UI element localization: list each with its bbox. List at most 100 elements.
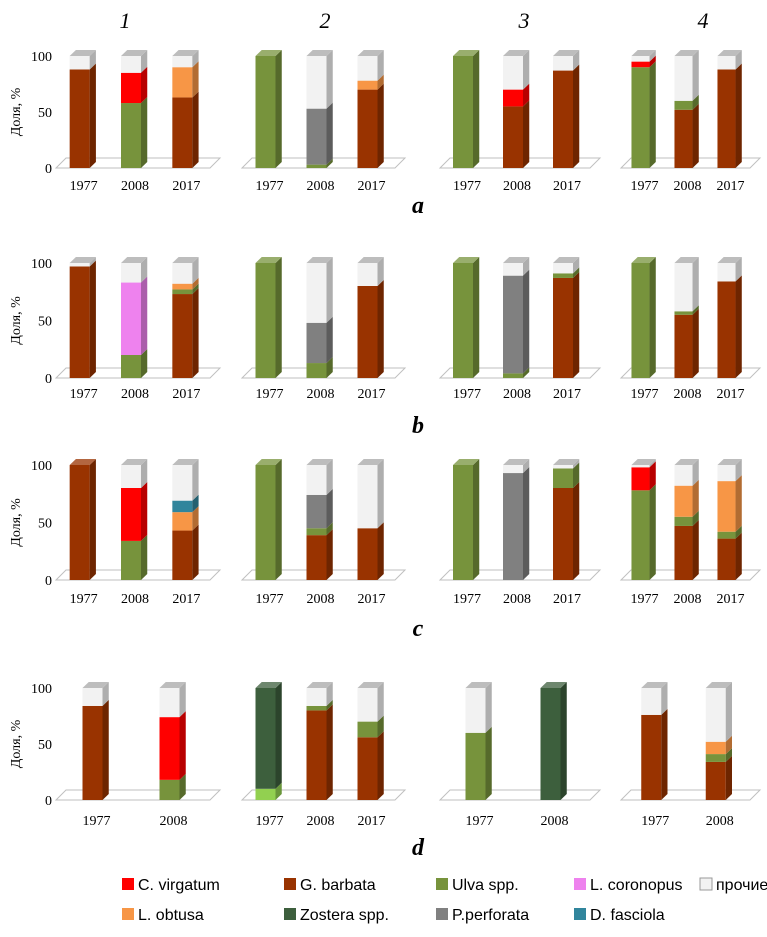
chart-panel-c3: 1977 2008 2017 bbox=[438, 459, 602, 607]
chart-panel-a4: 1977 2008 2017 bbox=[619, 50, 762, 194]
x-tick-label: 1977 bbox=[70, 592, 98, 607]
bar-front bbox=[121, 465, 141, 488]
bar-side bbox=[560, 682, 567, 800]
bar-side bbox=[485, 726, 492, 800]
bar-front bbox=[357, 286, 378, 378]
chart-floor bbox=[438, 367, 602, 379]
bar-front bbox=[357, 737, 378, 800]
bar-front bbox=[172, 500, 193, 513]
legend-swatch bbox=[284, 908, 296, 920]
bar-front bbox=[357, 80, 378, 90]
bar-top bbox=[121, 257, 148, 263]
bar-side bbox=[275, 682, 282, 789]
x-tick-label: 2017 bbox=[553, 387, 581, 402]
bar-side bbox=[377, 50, 384, 81]
bar-side bbox=[192, 288, 199, 378]
bar-front bbox=[172, 512, 193, 531]
bar-segment bbox=[453, 50, 480, 168]
bar-segment bbox=[357, 682, 384, 722]
x-tick-label: 1977 bbox=[83, 814, 111, 829]
bar-front bbox=[255, 56, 276, 168]
bar-side bbox=[649, 461, 656, 491]
x-tick-label: 1977 bbox=[466, 814, 494, 829]
bar-side bbox=[377, 715, 384, 738]
bar-front bbox=[159, 779, 180, 800]
bar-side bbox=[377, 257, 384, 286]
bar-segment bbox=[717, 475, 742, 532]
bar-front bbox=[631, 263, 650, 378]
bar-side bbox=[192, 494, 199, 513]
x-tick-label: 2008 bbox=[121, 592, 149, 607]
bar-segment bbox=[674, 50, 699, 101]
bar-segment bbox=[717, 50, 742, 70]
bar-segment bbox=[255, 257, 282, 378]
bar-front bbox=[121, 540, 141, 580]
bar-front bbox=[357, 528, 378, 580]
bar-segment bbox=[717, 459, 742, 482]
chart-panel-c1: Доля, % 0 50 100 1977 2008 2017 bbox=[9, 459, 222, 607]
bar-side bbox=[377, 459, 384, 529]
column-label: 1 bbox=[120, 8, 131, 33]
bar-front bbox=[121, 488, 141, 541]
bar-segment bbox=[357, 83, 384, 168]
legend-label: L. obtusa bbox=[138, 907, 204, 924]
bar-side bbox=[326, 522, 333, 536]
bar-front bbox=[631, 465, 650, 468]
legend-label: Zostera spp. bbox=[300, 907, 389, 924]
x-tick-label: 2017 bbox=[358, 387, 386, 402]
chart-floor bbox=[240, 789, 407, 801]
bar-front bbox=[172, 289, 193, 295]
bar-front bbox=[121, 56, 141, 73]
bar-segment bbox=[159, 711, 186, 780]
bar-segment bbox=[172, 283, 199, 295]
bar-front bbox=[631, 56, 650, 62]
bar-front bbox=[121, 72, 141, 104]
bar-side bbox=[326, 102, 333, 165]
bar-side bbox=[141, 534, 148, 580]
bar-segment bbox=[453, 459, 480, 580]
bar-front bbox=[172, 294, 193, 378]
bar-segment bbox=[465, 682, 492, 733]
bar-front bbox=[641, 688, 662, 715]
bar-side bbox=[141, 97, 148, 168]
bar-front bbox=[255, 263, 276, 378]
bar-front bbox=[255, 465, 276, 580]
bar-side bbox=[692, 479, 699, 517]
bar-segment bbox=[357, 74, 384, 90]
bar-front bbox=[453, 465, 473, 580]
bar-side bbox=[735, 50, 742, 70]
legend-item-cv: C. virgatum bbox=[122, 877, 220, 894]
bar-side bbox=[326, 699, 333, 711]
bar-front bbox=[717, 531, 736, 539]
bar-side bbox=[573, 482, 580, 580]
x-tick-label: 2008 bbox=[503, 179, 531, 194]
bar-front bbox=[674, 263, 693, 312]
bar-side bbox=[649, 55, 656, 68]
y-axis-label: Доля, % bbox=[9, 498, 24, 547]
x-tick-label: 2017 bbox=[172, 592, 200, 607]
bar-side bbox=[141, 66, 148, 104]
x-tick-label: 2008 bbox=[307, 387, 335, 402]
bar-front bbox=[159, 688, 180, 718]
bar-side bbox=[275, 459, 282, 580]
x-tick-label: 1977 bbox=[453, 592, 481, 607]
bar-top bbox=[159, 682, 186, 688]
row-label: a bbox=[412, 193, 424, 219]
bar-front bbox=[705, 741, 726, 755]
bar-side bbox=[141, 459, 148, 488]
bar-side bbox=[692, 50, 699, 101]
bar-side bbox=[523, 467, 530, 580]
bar-top bbox=[255, 257, 282, 263]
bar-side bbox=[192, 50, 199, 68]
chart-panel-a3: 1977 2008 2017 bbox=[438, 50, 602, 194]
bar-front bbox=[255, 688, 276, 789]
x-tick-label: 2008 bbox=[307, 814, 335, 829]
bar-segment bbox=[705, 755, 732, 800]
bar-segment bbox=[255, 459, 282, 580]
bar-top bbox=[453, 459, 480, 465]
bar-top bbox=[553, 257, 580, 263]
bar-front bbox=[674, 311, 693, 315]
y-axis-label: Доля, % bbox=[9, 87, 24, 136]
